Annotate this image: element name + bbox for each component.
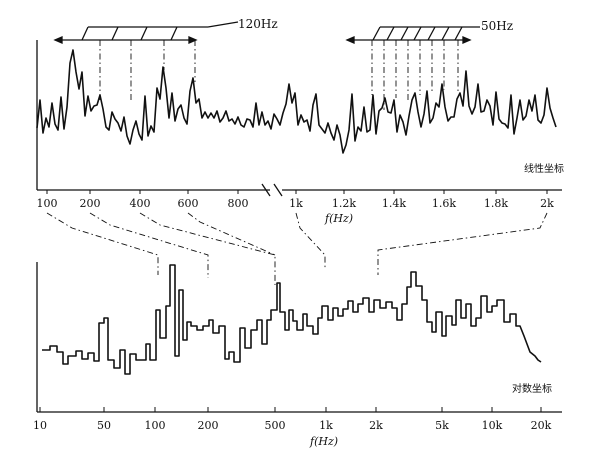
bottom-tick-label: 10k xyxy=(482,419,503,432)
top-tick-label: 1k xyxy=(289,197,303,210)
map-line-600 xyxy=(187,212,276,256)
map-line-1k xyxy=(295,212,326,270)
top-axis-label: f(Hz) xyxy=(324,212,353,225)
scale-mapping-lines xyxy=(46,212,548,285)
top-tick-label: 600 xyxy=(178,197,199,210)
bottom-tick-label: 5k xyxy=(435,419,449,432)
top-tick-label: 200 xyxy=(80,197,101,210)
top-tick-label: 1.4k xyxy=(382,197,406,210)
map-line-100 xyxy=(46,212,159,275)
top-tick-label: 1.2k xyxy=(332,197,356,210)
bottom-tick-label: 2k xyxy=(369,419,383,432)
axis-break-mark xyxy=(261,183,283,197)
annotation-50hz-arrows xyxy=(345,36,472,44)
annotation-50hz-label: 50Hz xyxy=(481,19,513,33)
annotation-50hz-slants xyxy=(372,26,463,41)
annotation-50hz-dropdowns xyxy=(371,40,459,110)
top-tick-marks xyxy=(46,190,548,194)
top-tick-label: 400 xyxy=(130,197,151,210)
bottom-spectrum-trace xyxy=(42,264,542,375)
top-tick-label: 1.6k xyxy=(432,197,456,210)
top-tick-label: 1.8k xyxy=(484,197,508,210)
annotation-120hz-slants xyxy=(81,26,178,41)
bottom-tick-label: 20k xyxy=(531,419,552,432)
bottom-panel: 对数坐标 10 50 100 200 500 1k 2k 5k 10k 20k … xyxy=(33,262,562,448)
bottom-tick-marks xyxy=(39,407,542,412)
top-scale-label: 线性坐标 xyxy=(524,162,564,175)
bottom-tick-label: 100 xyxy=(145,419,166,432)
bottom-axis-label: f(Hz) xyxy=(309,435,338,448)
top-spectrum-trace xyxy=(36,49,557,154)
annotation-120hz: 120Hz xyxy=(53,17,278,100)
top-tick-label: 2k xyxy=(540,197,554,210)
top-panel: 120Hz 50Hz 线性坐标 100 200 400 600 xyxy=(36,17,564,225)
top-tick-label: 800 xyxy=(228,197,249,210)
map-line-2k xyxy=(377,212,548,275)
top-tick-label: 100 xyxy=(37,197,58,210)
map-line-200 xyxy=(89,212,209,278)
bottom-tick-label: 200 xyxy=(198,419,219,432)
bottom-scale-label: 对数坐标 xyxy=(512,382,552,395)
annotation-120hz-arrows xyxy=(53,36,198,44)
map-line-400 xyxy=(139,212,276,285)
annotation-120hz-label: 120Hz xyxy=(238,17,278,31)
annotation-120hz-lines xyxy=(58,21,239,41)
bottom-tick-label: 10 xyxy=(33,419,47,432)
bottom-tick-label: 50 xyxy=(97,419,111,432)
bottom-tick-label: 500 xyxy=(265,419,286,432)
annotation-50hz: 50Hz xyxy=(345,19,513,110)
annotation-120hz-dropdowns xyxy=(99,40,196,100)
bottom-tick-label: 1k xyxy=(319,419,333,432)
